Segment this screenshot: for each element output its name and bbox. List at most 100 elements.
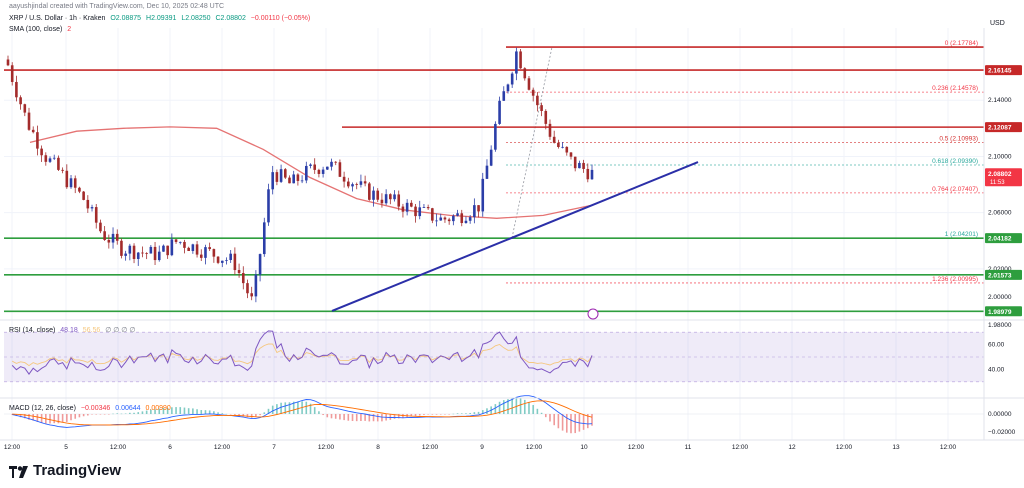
symbol-legend[interactable]: XRP / U.S. Dollar · 1h · Kraken O2.08875…	[9, 15, 313, 22]
macd-hist-69	[297, 401, 299, 414]
macd-hist-81	[347, 414, 350, 421]
macd-hist-68	[292, 401, 295, 414]
macd-hist-57	[246, 414, 249, 418]
macd-hist-119	[507, 399, 509, 414]
candle-body-102	[435, 220, 438, 222]
time-tick-14: 12:00	[732, 444, 749, 451]
horizontal-levels[interactable]	[4, 46, 984, 313]
fib-anchor-line	[511, 47, 553, 238]
macd-hist-80	[343, 414, 345, 421]
candle-body-139	[590, 169, 594, 180]
candle-body-136	[578, 162, 581, 169]
level-tag-2-bg	[985, 233, 1022, 244]
ohlc-change: −0.00110 (−0.05%)	[250, 15, 311, 22]
time-tick-1: 5	[64, 444, 68, 451]
macd-hist-134	[570, 414, 572, 434]
macd-macd: 0.00644	[115, 405, 141, 412]
macd-hist-3	[19, 414, 22, 418]
candle-body-131	[557, 142, 560, 147]
brand-name: TradingView	[33, 462, 122, 479]
candle-body-85	[363, 181, 367, 184]
macd-pane[interactable]: 0.00000 −0.02000	[4, 395, 1016, 436]
candle-body-20	[90, 207, 94, 209]
macd-hist-31	[137, 412, 140, 414]
macd-hist-93	[397, 414, 400, 419]
candle-body-82	[351, 184, 354, 187]
macd-hist-135	[574, 414, 576, 434]
macd-legend[interactable]: MACD (12, 26, close) −0.00346 0.00644 0.…	[9, 405, 174, 412]
macd-hist-30	[133, 412, 135, 414]
candle-body-137	[582, 162, 585, 169]
candle-body-130	[552, 136, 556, 143]
macd-hist-122	[519, 398, 522, 414]
candle-body-60	[258, 254, 262, 275]
macd-hist-36	[158, 408, 161, 414]
candle-body-127	[540, 105, 543, 111]
macd-hist-112	[477, 411, 480, 414]
macd-hist-98	[418, 414, 421, 416]
macd-hist-74	[318, 411, 320, 414]
candle-body-7	[36, 132, 39, 149]
macd-hist-25	[112, 413, 114, 415]
candle-body-135	[573, 156, 577, 169]
macd-hist-22	[99, 414, 102, 415]
macd-hist-97	[414, 414, 417, 417]
macd-hist-108	[460, 413, 463, 414]
candle-body-121	[515, 51, 518, 74]
time-tick-15: 12	[788, 444, 796, 451]
macd-hist-139	[591, 414, 593, 426]
macd-hist-19	[87, 414, 89, 416]
time-tick-4: 12:00	[214, 444, 231, 451]
candle-body-97	[414, 206, 417, 217]
candle-body-74	[317, 169, 321, 174]
tradingview-logo[interactable]: TradingView	[9, 462, 121, 479]
macd-hist-48	[208, 410, 211, 414]
macd-hist-76	[326, 414, 329, 418]
time-tick-12: 12:00	[628, 444, 645, 451]
candle-body-44	[191, 244, 195, 252]
candles[interactable]	[6, 47, 594, 303]
macd-hist-117	[498, 401, 501, 414]
candle-body-81	[347, 181, 350, 187]
fib-label-4: 0.764 (2.07407)	[932, 186, 978, 193]
sma-path	[29, 126, 591, 219]
rsi-value: 48.18	[60, 327, 78, 334]
macd-hist-34	[150, 409, 152, 414]
macd-hist-114	[486, 408, 488, 414]
macd-hist-11	[53, 414, 56, 424]
candle-body-30	[132, 245, 136, 259]
rsi-legend[interactable]: RSI (14, close) 48.18 56.56 ∅ ∅ ∅ ∅	[9, 326, 138, 334]
macd-hist-79	[339, 414, 341, 420]
candle-body-120	[510, 73, 514, 85]
macd-hist-27	[120, 413, 123, 415]
candle-body-116	[494, 123, 497, 150]
rsi-pane[interactable]: 60.00 40.00	[4, 330, 1005, 383]
time-tick-17: 13	[892, 444, 900, 451]
macd-hist-16	[74, 414, 77, 419]
candle-body-15	[69, 178, 73, 188]
price-axis[interactable]: 2.14000 2.10000 2.06000 2.02000 2.00000 1.980…	[0, 28, 1024, 441]
trendline[interactable]	[331, 161, 699, 312]
candle-body-107	[456, 213, 459, 216]
macd-hist-50	[217, 412, 219, 414]
sma-legend[interactable]: SMA (100, close) 2	[9, 26, 74, 33]
time-tick-10: 12:00	[526, 444, 543, 451]
candle-body-52	[225, 259, 228, 261]
macd-hist-109	[465, 413, 467, 414]
candle-body-109	[464, 220, 468, 224]
macd-hist-87	[372, 414, 375, 422]
macd-hist-124	[528, 402, 530, 414]
candle-body-132	[561, 146, 564, 148]
macd-hist-40	[175, 407, 177, 414]
macd-hist-91	[389, 414, 392, 420]
time-axis[interactable]: 12:00 5 12:00 6 12:00 7 12:00 8 12:00 9 12:00 10 12:…	[4, 444, 957, 451]
candle-body-0	[6, 59, 10, 66]
fib-label-6: 1.236 (2.00995)	[932, 276, 978, 283]
macd-hist-88	[376, 414, 379, 422]
candle-body-12	[57, 157, 60, 170]
fibonacci-retracement[interactable]: 0 (2.17784) 0.236 (2.14578) 0.5 (2.10993) 0…	[506, 40, 984, 284]
macd-hist-99	[423, 414, 425, 415]
candle-body-87	[372, 190, 375, 200]
macd-hist-131	[557, 414, 560, 429]
